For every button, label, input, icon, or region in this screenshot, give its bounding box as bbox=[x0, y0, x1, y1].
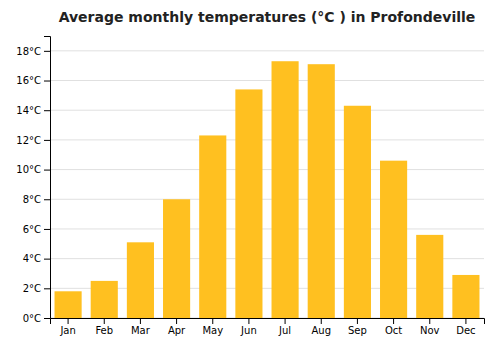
grid-line bbox=[50, 80, 484, 81]
x-tick-label: Apr bbox=[168, 325, 186, 336]
y-tick: 0°C bbox=[23, 313, 50, 324]
x-tick-mark bbox=[68, 318, 69, 324]
y-tick: 4°C bbox=[23, 253, 50, 264]
bar bbox=[55, 291, 82, 318]
bar bbox=[344, 106, 371, 318]
grid-line bbox=[50, 169, 484, 170]
bar bbox=[163, 199, 190, 318]
y-tick: 8°C bbox=[23, 194, 50, 205]
x-tick-label: Jul bbox=[278, 325, 291, 336]
x-tick-label: Sep bbox=[348, 325, 367, 336]
y-tick-label: 6°C bbox=[23, 224, 41, 235]
chart: 0°C 2°C 4°C 6°C 8°C 10°C 12°C 14°C 16°C 18°C Jan Fe… bbox=[0, 0, 500, 350]
x-axis: Jan Feb Mar Apr May Jun Jul Aug Sep Oct Nov Dec bbox=[51, 318, 485, 336]
bar bbox=[452, 275, 479, 318]
y-tick-mark bbox=[44, 170, 50, 171]
y-tick: 6°C bbox=[23, 224, 50, 235]
x-tick: Mar bbox=[131, 318, 151, 336]
grid-line bbox=[50, 110, 484, 111]
y-tick-mark bbox=[44, 51, 50, 52]
y-tick-mark bbox=[44, 229, 50, 230]
y-tick: 16°C bbox=[16, 75, 50, 86]
bar bbox=[127, 242, 154, 318]
y-axis: 0°C 2°C 4°C 6°C 8°C 10°C 12°C 14°C 16°C 18°C bbox=[16, 37, 50, 324]
y-tick-mark bbox=[44, 318, 50, 319]
y-tick-label: 12°C bbox=[16, 135, 41, 146]
title: Average monthly temperatures (°C ) in Pr… bbox=[59, 9, 476, 25]
y-tick-label: 4°C bbox=[23, 253, 41, 264]
bar bbox=[416, 235, 443, 318]
y-tick-mark bbox=[44, 199, 50, 200]
bar bbox=[91, 281, 118, 318]
y-tick: 14°C bbox=[16, 105, 50, 116]
x-tick: Jul bbox=[278, 318, 291, 336]
x-tick-label: Feb bbox=[95, 325, 113, 336]
x-tick-mark bbox=[176, 318, 177, 324]
y-tick: 2°C bbox=[23, 283, 50, 294]
bar bbox=[199, 135, 226, 318]
bars bbox=[55, 61, 480, 318]
y-tick-label: 18°C bbox=[16, 46, 41, 57]
x-tick-mark bbox=[140, 318, 141, 324]
x-tick-mark bbox=[357, 318, 358, 324]
grid-line bbox=[50, 139, 484, 140]
x-tick: Nov bbox=[420, 318, 440, 336]
x-tick: Aug bbox=[311, 318, 331, 336]
x-tick: Feb bbox=[95, 318, 113, 336]
x-tick: Apr bbox=[168, 318, 186, 336]
y-tick-label: 2°C bbox=[23, 283, 41, 294]
x-tick-mark bbox=[104, 318, 105, 324]
x-tick-label: Nov bbox=[420, 325, 440, 336]
x-tick-mark bbox=[393, 318, 394, 324]
x-tick-label: Aug bbox=[311, 325, 331, 336]
x-tick: Jan bbox=[59, 318, 75, 336]
x-tick: Dec bbox=[456, 318, 475, 336]
y-tick-label: 16°C bbox=[16, 75, 41, 86]
y-tick-mark bbox=[44, 259, 50, 260]
y-tick: 10°C bbox=[16, 164, 50, 175]
grid bbox=[50, 51, 484, 318]
bar bbox=[235, 89, 262, 318]
y-tick-label: 10°C bbox=[16, 164, 41, 175]
y-tick-mark bbox=[44, 140, 50, 141]
grid-line bbox=[50, 228, 484, 229]
y-tick-label: 0°C bbox=[23, 313, 41, 324]
y-tick-mark bbox=[44, 81, 50, 82]
x-tick-mark bbox=[248, 318, 249, 324]
y-axis-line bbox=[44, 37, 51, 319]
x-tick-label: Mar bbox=[131, 325, 151, 336]
plot: 0°C 2°C 4°C 6°C 8°C 10°C 12°C 14°C 16°C 18°C Jan Fe… bbox=[16, 37, 484, 337]
x-tick-label: Jun bbox=[240, 325, 257, 336]
x-tick-mark bbox=[285, 318, 286, 324]
x-tick-label: Oct bbox=[385, 325, 402, 336]
x-tick-label: May bbox=[202, 325, 223, 336]
bar bbox=[272, 61, 299, 318]
x-tick: Sep bbox=[348, 318, 367, 336]
y-tick: 12°C bbox=[16, 135, 50, 146]
bar bbox=[308, 64, 335, 318]
x-tick-mark bbox=[212, 318, 213, 324]
x-tick: May bbox=[202, 318, 223, 336]
x-tick-mark bbox=[465, 318, 466, 324]
y-tick: 18°C bbox=[16, 46, 50, 57]
grid-line bbox=[50, 199, 484, 200]
y-tick-label: 8°C bbox=[23, 194, 41, 205]
y-tick-mark bbox=[44, 288, 50, 289]
x-tick: Oct bbox=[385, 318, 402, 336]
y-tick-mark bbox=[44, 110, 50, 111]
x-axis-line bbox=[51, 319, 485, 325]
y-tick-label: 14°C bbox=[16, 105, 41, 116]
x-tick-mark bbox=[321, 318, 322, 324]
grid-line bbox=[50, 50, 484, 51]
x-tick-label: Dec bbox=[456, 325, 475, 336]
x-tick-label: Jan bbox=[59, 325, 75, 336]
x-tick-mark bbox=[429, 318, 430, 324]
x-tick: Jun bbox=[240, 318, 257, 336]
bar bbox=[380, 161, 407, 318]
